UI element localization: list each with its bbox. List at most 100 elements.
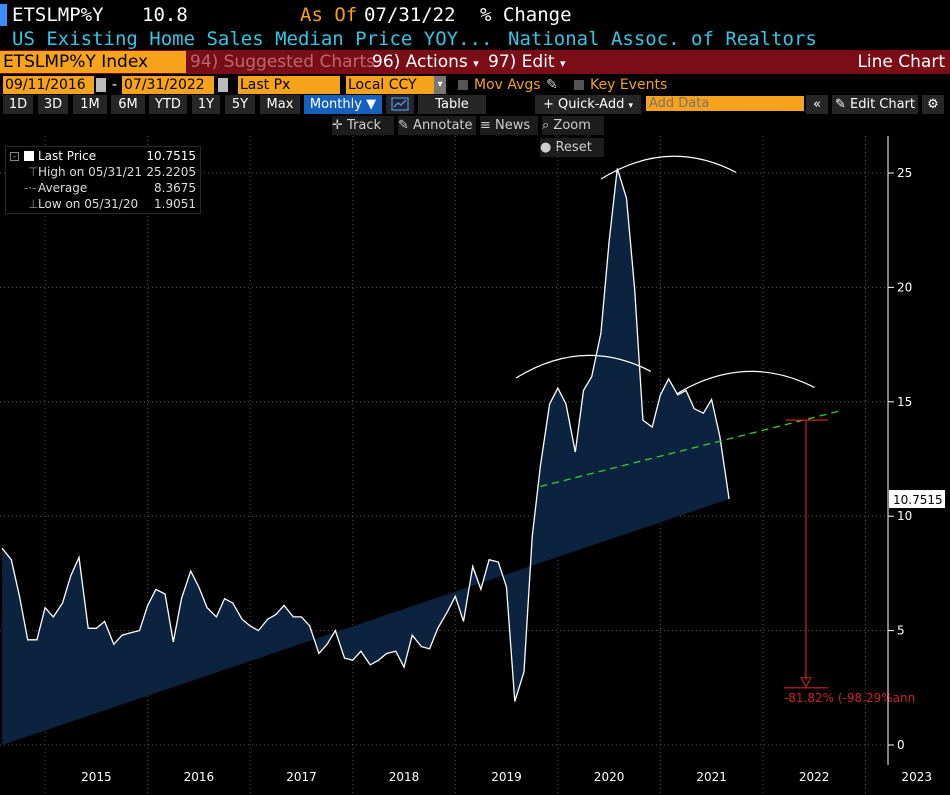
legend-key: Last Price — [38, 149, 97, 163]
legend-row-last-price: - Last Price 10.7515 — [6, 148, 200, 164]
security-description: US Existing Home Sales Median Price YOY.… — [12, 28, 493, 50]
start-date-field[interactable]: 09/11/2016 — [3, 76, 94, 94]
news-tool-button[interactable]: ≡ News — [480, 116, 538, 135]
y-axis: 0 5 10 15 20 25 10.7515 — [887, 136, 945, 765]
key-events-checkbox[interactable] — [574, 80, 584, 90]
last-value: 10.8 — [142, 4, 188, 26]
title-bar: ETSLMP%Y 10.8 As Of 07/31/22 % Change — [0, 0, 950, 28]
quick-add-button[interactable]: + Quick-Add ▾ — [535, 95, 641, 114]
track-label: Track — [347, 118, 382, 133]
reset-label: Reset — [555, 140, 592, 155]
x-tick-label: 2019 — [491, 770, 522, 784]
range-1m-button[interactable]: 1M — [73, 95, 107, 114]
y-tick-label: 25 — [897, 166, 912, 180]
collapse-icon[interactable]: « — [806, 95, 828, 114]
caret-down-icon: ▼ — [366, 97, 377, 112]
add-data-input[interactable] — [646, 96, 804, 111]
y-tick-label: 20 — [897, 280, 912, 294]
table-view-button[interactable]: Table — [418, 95, 486, 114]
measure-label: -81.82% (-98.29%ann — [784, 691, 915, 705]
periodicity-label: Monthly — [309, 97, 362, 112]
price-line — [1, 168, 730, 702]
x-tick-label: 2021 — [696, 770, 727, 784]
gear-icon[interactable]: ⚙ — [922, 95, 944, 114]
calendar-icon[interactable] — [96, 78, 106, 92]
as-of-label: As Of — [300, 4, 358, 26]
edit-chart-label: Edit Chart — [850, 97, 916, 112]
range-1y-button[interactable]: 1Y — [192, 95, 220, 114]
average-marker-icon: -·- — [24, 181, 37, 195]
annotate-icon: ✎ — [398, 118, 409, 133]
chart-view-button[interactable] — [386, 95, 414, 114]
news-icon: ≡ — [480, 118, 491, 133]
reset-button[interactable]: ● Reset — [540, 138, 604, 157]
field-selector[interactable]: Last Px — [238, 76, 340, 94]
x-tick-label: 2022 — [798, 770, 830, 784]
x-tick-label: 2016 — [183, 770, 215, 784]
suggested-charts-button[interactable]: 94) Suggested Charts — [190, 52, 376, 72]
x-tick-label: 2015 — [81, 770, 112, 784]
currency-selector[interactable]: Local CCY — [346, 76, 434, 94]
reset-icon: ● — [540, 140, 552, 155]
range-ytd-button[interactable]: YTD — [149, 95, 187, 114]
parameters-row: 09/11/2016 - 07/31/2022 Last Px Local CC… — [0, 75, 950, 95]
range-max-button[interactable]: Max — [260, 95, 300, 114]
ticker-label: ETSLMP%Y — [12, 4, 104, 26]
annotate-label: Annotate — [413, 118, 473, 133]
date-separator: - — [112, 77, 118, 93]
low-marker-icon: ⊥ — [28, 197, 39, 211]
series-swatch-icon — [24, 151, 34, 161]
legend-value: 1.9051 — [154, 197, 196, 211]
legend-key: Average — [38, 181, 88, 195]
range-1d-button[interactable]: 1D — [3, 95, 33, 114]
subtitle-bar: US Existing Home Sales Median Price YOY.… — [0, 28, 950, 50]
legend-key: Low on 05/31/20 — [38, 197, 139, 211]
end-date-field[interactable]: 07/31/2022 — [122, 76, 214, 94]
left-shoulder-arc — [515, 354, 652, 379]
zoom-tool-button[interactable]: ⌕ Zoom — [542, 116, 604, 135]
range-6m-button[interactable]: 6M — [111, 95, 145, 114]
legend-value: 25.2205 — [146, 165, 196, 179]
legend-value: 10.7515 — [146, 149, 196, 163]
actions-menu[interactable]: 96) Actions ▾ — [372, 51, 484, 73]
security-field[interactable]: ETSLMP%Y Index — [0, 51, 186, 73]
legend-row-low: ⊥ Low on 05/31/20 1.9051 — [6, 196, 200, 212]
mov-avgs-checkbox[interactable] — [458, 80, 468, 90]
y-tick-label: 15 — [897, 395, 912, 409]
news-label: News — [495, 118, 531, 133]
y-tick-label: 0 — [897, 738, 905, 752]
caret-down-icon: ▾ — [473, 57, 479, 70]
trend-line — [540, 410, 840, 488]
search-icon: ⌕ — [542, 118, 550, 133]
actions-label: 96) Actions — [372, 52, 468, 72]
input-cursor — [0, 4, 7, 26]
range-3d-button[interactable]: 3D — [38, 95, 68, 114]
x-tick-label: 2020 — [593, 770, 625, 784]
edit-chart-button[interactable]: ✎ Edit Chart — [832, 95, 918, 114]
as-of-date: 07/31/22 — [364, 4, 456, 26]
annotate-tool-button[interactable]: ✎ Annotate — [398, 116, 476, 135]
annotations: -81.82% (-98.29%ann — [515, 155, 915, 705]
quick-add-label: + Quick-Add — [542, 97, 625, 112]
measure-arrowhead — [800, 677, 812, 688]
pencil-icon[interactable]: ✎ — [546, 77, 558, 93]
head-arc — [600, 155, 737, 180]
chart-type-label: Line Chart — [857, 52, 945, 72]
edit-menu[interactable]: 97) Edit ▾ — [488, 51, 568, 73]
legend-row-high: ⊤ High on 05/31/21 25.2205 — [6, 164, 200, 180]
periodicity-dropdown[interactable]: Monthly ▼ — [304, 95, 382, 114]
x-tick-label: 2018 — [388, 770, 420, 784]
range-bar: 1D 3D 1M 6M YTD 1Y 5Y Max Monthly ▼ Tabl… — [0, 95, 950, 115]
caret-down-icon[interactable]: ▾ — [434, 76, 446, 94]
pencil-icon: ✎ — [834, 97, 846, 112]
calendar-icon[interactable] — [218, 78, 228, 92]
collapse-icon[interactable]: - — [10, 152, 19, 161]
zoom-label: Zoom — [553, 118, 591, 133]
track-tool-button[interactable]: ✛ Track — [332, 116, 394, 135]
range-5y-button[interactable]: 5Y — [225, 95, 255, 114]
source-label: National Assoc. of Realtors — [508, 28, 817, 50]
change-mode: % Change — [480, 4, 572, 26]
right-shoulder-arc — [676, 370, 815, 395]
chart-area[interactable]: -81.82% (-98.29%ann 0 5 10 15 20 25 10.7515 — [0, 136, 950, 795]
x-tick-label: 2017 — [286, 770, 317, 784]
